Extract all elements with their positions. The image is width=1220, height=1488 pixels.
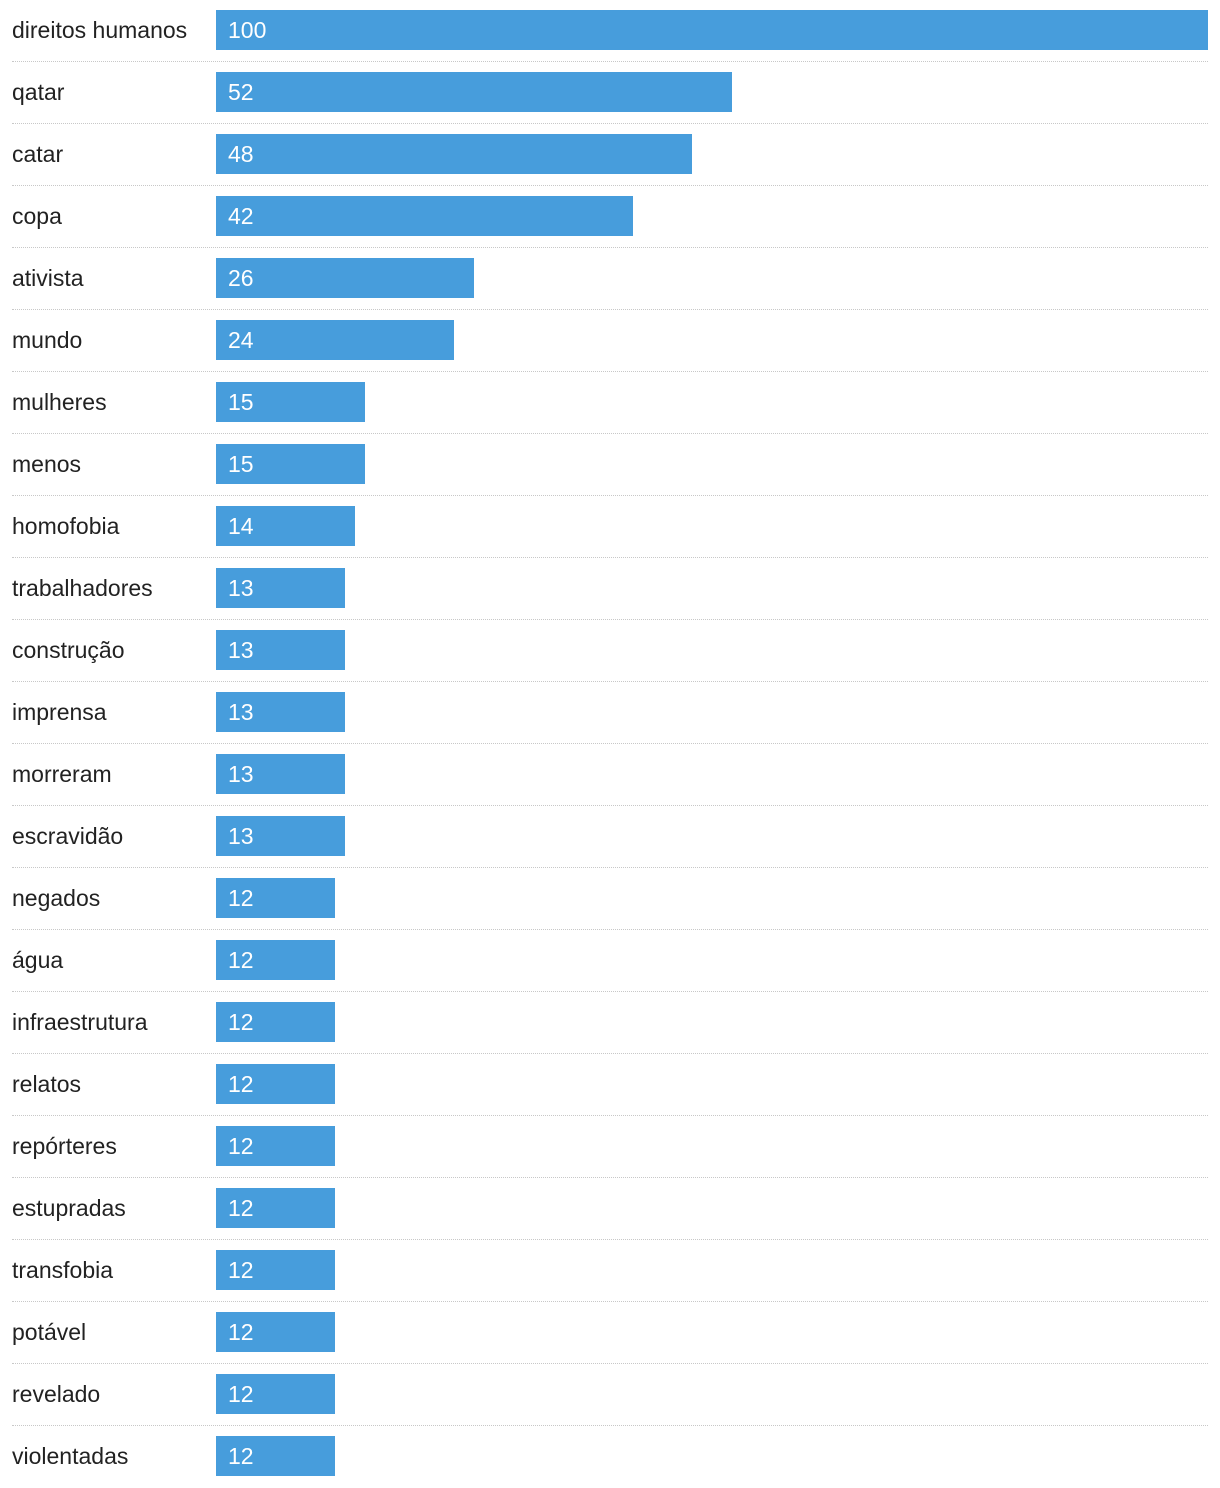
bar-row: repórteres 12 — [12, 1116, 1208, 1178]
category-label: água — [12, 947, 64, 973]
bar — [216, 630, 345, 670]
bar — [216, 1436, 335, 1476]
bar-value-label: 12 — [228, 1257, 254, 1283]
bar-row: direitos humanos 100 — [12, 0, 1208, 62]
bar-row: transfobia 12 — [12, 1240, 1208, 1302]
bar-value-label: 12 — [228, 1009, 254, 1035]
bar — [216, 444, 365, 484]
bar-row: mulheres 15 — [12, 372, 1208, 434]
bar-value-label: 13 — [228, 637, 254, 663]
bar-value-label: 12 — [228, 947, 254, 973]
bar-row: mundo 24 — [12, 310, 1208, 372]
bar-value-label: 12 — [228, 885, 254, 911]
category-label: violentadas — [12, 1443, 129, 1469]
category-label: escravidão — [12, 823, 124, 849]
category-label: morreram — [12, 761, 112, 787]
bar — [216, 568, 345, 608]
bar — [216, 134, 692, 174]
bar-value-label: 48 — [228, 141, 254, 167]
bar-value-label: 14 — [228, 513, 254, 539]
bar-row: homofobia 14 — [12, 496, 1208, 558]
category-label: direitos humanos — [12, 17, 188, 43]
bar-value-label: 13 — [228, 575, 254, 601]
bar-value-label: 26 — [228, 265, 254, 291]
bar — [216, 1126, 335, 1166]
bar-row: escravidão 13 — [12, 806, 1208, 868]
category-label: menos — [12, 451, 82, 477]
category-label: potável — [12, 1319, 87, 1345]
bar — [216, 692, 345, 732]
bar — [216, 506, 355, 546]
bar-value-label: 52 — [228, 79, 254, 105]
bar-value-label: 100 — [228, 17, 267, 43]
bar-row: água 12 — [12, 930, 1208, 992]
bar — [216, 878, 335, 918]
category-label: trabalhadores — [12, 575, 153, 601]
category-label: ativista — [12, 265, 84, 291]
category-label: infraestrutura — [12, 1009, 148, 1035]
bar-row: violentadas 12 — [12, 1426, 1208, 1488]
bar — [216, 940, 335, 980]
bar-value-label: 12 — [228, 1133, 254, 1159]
category-label: negados — [12, 885, 101, 911]
bar — [216, 1188, 335, 1228]
bar — [216, 196, 633, 236]
bar-row: copa 42 — [12, 186, 1208, 248]
bar-value-label: 42 — [228, 203, 254, 229]
bar-row: qatar 52 — [12, 62, 1208, 124]
bar-value-label: 13 — [228, 823, 254, 849]
category-label: relatos — [12, 1071, 82, 1097]
bar — [216, 816, 345, 856]
bar-row: morreram 13 — [12, 744, 1208, 806]
bar-row: potável 12 — [12, 1302, 1208, 1364]
bar-row: ativista 26 — [12, 248, 1208, 310]
bar — [216, 382, 365, 422]
bar-row: imprensa 13 — [12, 682, 1208, 744]
bar-row: revelado 12 — [12, 1364, 1208, 1426]
bar-row: relatos 12 — [12, 1054, 1208, 1116]
bar-row: negados 12 — [12, 868, 1208, 930]
bar-value-label: 12 — [228, 1443, 254, 1469]
bar — [216, 258, 474, 298]
bar-value-label: 15 — [228, 451, 254, 477]
category-label: copa — [12, 203, 62, 229]
category-label: repórteres — [12, 1133, 117, 1159]
bar-value-label: 12 — [228, 1319, 254, 1345]
category-label: transfobia — [12, 1257, 114, 1283]
category-label: imprensa — [12, 699, 107, 725]
category-label: qatar — [12, 79, 65, 105]
bar — [216, 10, 1208, 50]
category-label: revelado — [12, 1381, 101, 1407]
bar-value-label: 12 — [228, 1381, 254, 1407]
bar-row: catar 48 — [12, 124, 1208, 186]
category-label: estupradas — [12, 1195, 126, 1221]
category-label: construção — [12, 637, 125, 663]
bar-value-label: 12 — [228, 1071, 254, 1097]
bar-row: construção 13 — [12, 620, 1208, 682]
bar — [216, 754, 345, 794]
bar — [216, 1312, 335, 1352]
bar-row: trabalhadores 13 — [12, 558, 1208, 620]
category-label: catar — [12, 141, 64, 167]
bar — [216, 320, 454, 360]
bar-value-label: 15 — [228, 389, 254, 415]
bar — [216, 1002, 335, 1042]
bar-value-label: 24 — [228, 327, 254, 353]
bar — [216, 72, 732, 112]
bar-row: estupradas 12 — [12, 1178, 1208, 1240]
bar-value-label: 13 — [228, 761, 254, 787]
bar — [216, 1374, 335, 1414]
bar-value-label: 13 — [228, 699, 254, 725]
bar-row: infraestrutura 12 — [12, 992, 1208, 1054]
category-label: mundo — [12, 327, 83, 353]
category-label: mulheres — [12, 389, 107, 415]
bar-row: menos 15 — [12, 434, 1208, 496]
bar — [216, 1250, 335, 1290]
bar-value-label: 12 — [228, 1195, 254, 1221]
bar — [216, 1064, 335, 1104]
category-label: homofobia — [12, 513, 120, 539]
